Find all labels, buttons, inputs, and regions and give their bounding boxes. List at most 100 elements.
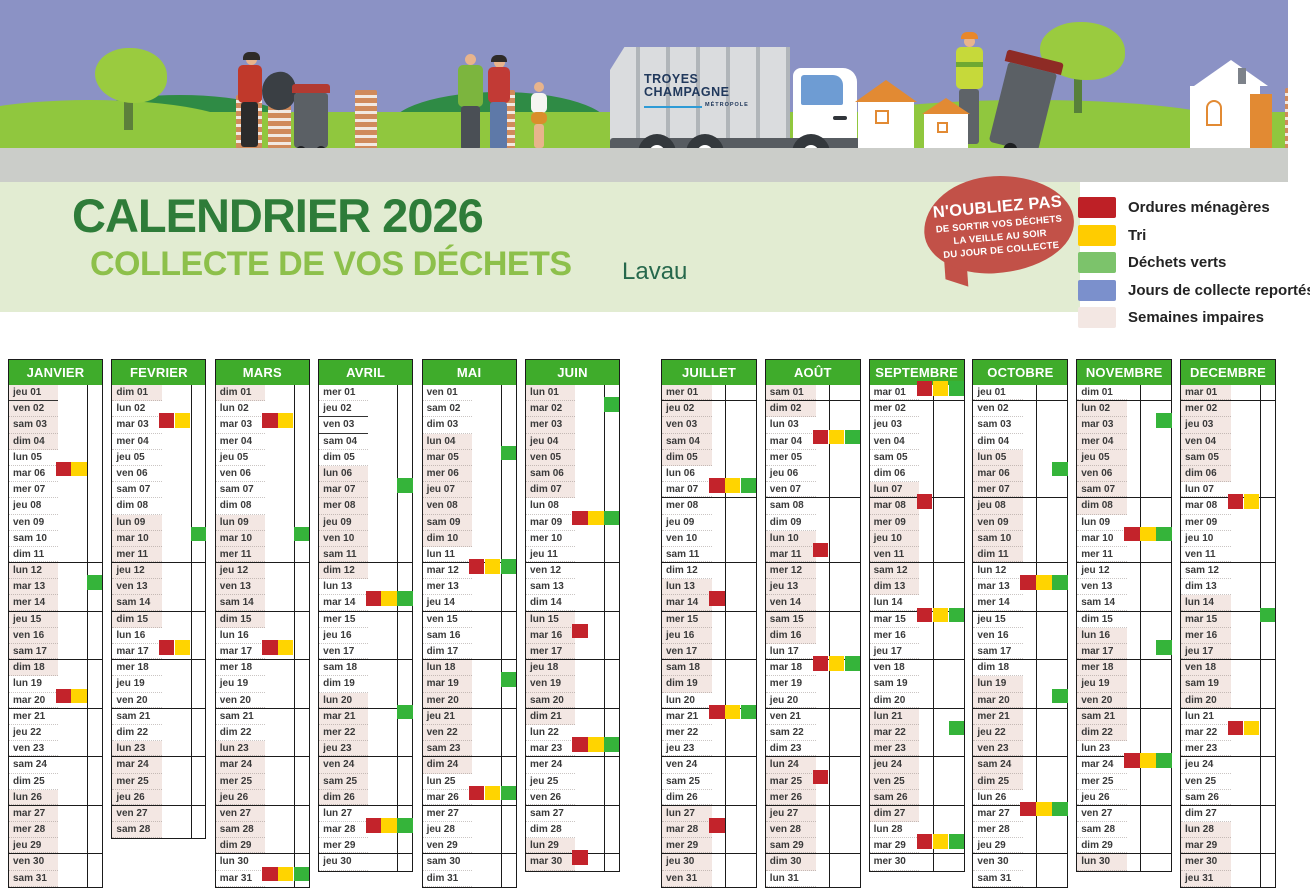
day-cell-mai-23: sam 23 <box>422 741 516 758</box>
day-cell-novembre-26: jeu 26 <box>1077 790 1172 806</box>
day-cell-septembre-13: dim 13 <box>869 579 964 596</box>
day-label: sam 24 <box>973 757 1024 774</box>
day-label: mer 01 <box>662 385 712 401</box>
day-label: jeu 13 <box>765 579 816 596</box>
day-label: lun 09 <box>1077 515 1127 531</box>
day-label: lun 19 <box>9 676 59 693</box>
day-cell-octobre-22: jeu 22 <box>973 724 1067 742</box>
day-label: mar 15 <box>869 612 920 628</box>
day-label: sam 18 <box>319 660 369 677</box>
day-label: jeu 05 <box>112 450 162 466</box>
day-cell-mars-03: mar 03 <box>215 413 309 434</box>
day-label: sam 26 <box>869 789 920 805</box>
day-cell-juin-10: mer 10 <box>525 531 619 547</box>
day-label: mar 27 <box>973 806 1024 823</box>
day-label: dim 22 <box>112 725 162 742</box>
collection-marker-tri <box>588 737 604 752</box>
day-label: dim 23 <box>765 741 816 757</box>
day-cell-septembre-26: sam 26 <box>869 789 964 806</box>
day-label: ven 18 <box>1180 660 1231 677</box>
day-cell-juillet-29: mer 29 <box>662 838 756 855</box>
day-label: dim 07 <box>525 482 576 499</box>
day-cell-août-20: jeu 20 <box>765 693 860 709</box>
day-label: mar 22 <box>869 724 920 742</box>
day-label: mer 29 <box>662 838 712 854</box>
day-cell-fevrier-17: mar 17 <box>112 640 206 661</box>
day-cell-mars-26: jeu 26 <box>215 789 309 806</box>
day-cell-janvier-27: mar 27 <box>9 805 102 823</box>
day-label: lun 04 <box>422 433 472 450</box>
collection-marker-om <box>365 591 382 606</box>
day-cell-septembre-06: dim 06 <box>869 466 964 483</box>
day-label: lun 14 <box>869 595 920 611</box>
day-label: mer 14 <box>9 595 59 611</box>
day-label: ven 11 <box>869 546 920 563</box>
collection-marker-dv <box>604 397 620 412</box>
day-label: sam 03 <box>9 417 59 434</box>
day-label: jeu 29 <box>9 838 59 854</box>
collection-marker-om <box>469 785 485 801</box>
day-cell-fevrier-04: mer 04 <box>112 434 205 450</box>
day-cell-decembre-06: dim 06 <box>1180 465 1275 483</box>
day-cell-avril-09: jeu 09 <box>319 514 412 531</box>
day-label: jeu 17 <box>869 644 920 660</box>
day-label: ven 09 <box>973 514 1024 531</box>
day-label: mar 29 <box>1180 838 1231 854</box>
day-cell-juin-30: mar 30 <box>525 850 619 871</box>
day-label: ven 20 <box>1077 692 1127 708</box>
day-label: mer 08 <box>319 498 369 515</box>
day-label: jeu 03 <box>1180 417 1231 434</box>
collection-marker-om <box>158 413 175 428</box>
day-cell-juillet-03: ven 03 <box>662 417 756 434</box>
day-label: dim 15 <box>1077 612 1127 628</box>
day-cell-septembre-04: ven 04 <box>869 434 964 450</box>
day-label: lun 23 <box>215 741 266 757</box>
day-label: ven 21 <box>765 709 816 725</box>
month-octobre: OCTOBRE jeu 01 ven 02 sam 03 dim 04 lun 05 mar… <box>972 359 1069 888</box>
waste-bin-left <box>292 84 332 156</box>
day-label: lun 14 <box>1180 595 1231 611</box>
day-label: dim 19 <box>319 676 369 693</box>
collection-marker-om <box>812 656 829 671</box>
day-label: jeu 24 <box>869 757 920 774</box>
day-label: sam 19 <box>1180 676 1231 693</box>
day-label: mer 21 <box>973 708 1024 725</box>
day-cell-août-05: mer 05 <box>765 450 860 466</box>
day-label: lun 07 <box>869 482 920 498</box>
day-label: dim 28 <box>525 822 576 839</box>
day-cell-avril-23: jeu 23 <box>319 741 413 758</box>
day-cell-août-12: mer 12 <box>765 563 860 580</box>
day-cell-octobre-28: mer 28 <box>973 822 1067 839</box>
collection-marker-om <box>55 461 71 477</box>
day-label: sam 07 <box>1077 482 1127 498</box>
day-label: mer 11 <box>112 546 162 563</box>
day-label: jeu 12 <box>1077 563 1127 580</box>
day-label: mer 01 <box>319 385 369 402</box>
day-cell-juin-26: ven 26 <box>525 790 619 806</box>
day-label: ven 30 <box>9 854 59 871</box>
day-cell-decembre-18: ven 18 <box>1180 660 1275 677</box>
collection-marker-dv <box>948 607 965 623</box>
day-label: jeu 19 <box>1077 676 1127 693</box>
day-cell-septembre-09: mer 09 <box>869 514 964 531</box>
month-subcolumn-divider <box>1140 385 1142 871</box>
day-cell-mars-04: mer 04 <box>215 434 309 450</box>
day-cell-juin-01: lun 01 <box>525 385 619 402</box>
day-cell-mars-30: lun 30 <box>215 854 309 871</box>
illustration-banner: TROYES CHAMPAGNE MÉTROPOLE <box>0 0 1310 182</box>
person-woman <box>486 55 516 155</box>
day-cell-avril-01: mer 01 <box>319 385 412 402</box>
day-cell-mai-21: jeu 21 <box>422 708 516 725</box>
day-label: jeu 23 <box>319 741 369 757</box>
day-label: ven 17 <box>319 644 369 660</box>
day-label: mer 13 <box>422 579 472 596</box>
day-label: jeu 30 <box>662 854 712 871</box>
day-cell-decembre-12: sam 12 <box>1180 563 1275 580</box>
day-label: ven 01 <box>422 385 472 402</box>
day-cell-juin-08: lun 08 <box>525 498 619 515</box>
day-label: mer 11 <box>215 546 266 563</box>
day-label: mer 24 <box>525 757 576 774</box>
day-cell-decembre-22: mar 22 <box>1180 720 1275 742</box>
month-header: FEVRIER <box>112 360 206 385</box>
day-label: dim 11 <box>9 547 59 563</box>
